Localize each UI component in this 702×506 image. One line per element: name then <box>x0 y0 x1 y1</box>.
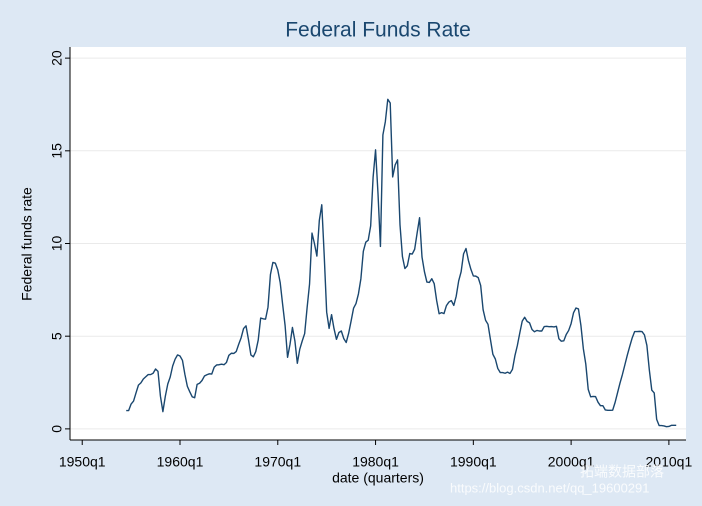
chart-title: Federal Funds Rate <box>285 19 471 42</box>
x-tick-label: 1990q1 <box>450 454 497 470</box>
y-tick-label: 10 <box>49 236 65 252</box>
line-series <box>126 98 677 428</box>
y-tick-label: 15 <box>49 143 65 159</box>
watermark-url: https://blog.csdn.net/qq_19600291 <box>450 480 650 495</box>
x-tick-label: 1960q1 <box>157 454 204 470</box>
watermark: 拓端数据部落 https://blog.csdn.net/qq_19600291 <box>450 464 664 496</box>
y-tick-label: 20 <box>49 50 65 66</box>
watermark-text: 拓端数据部落 <box>580 464 664 480</box>
y-axis-title: Federal funds rate <box>19 187 35 301</box>
x-tick-label: 2000q1 <box>548 454 595 470</box>
x-axis-title: date (quarters) <box>332 470 424 486</box>
y-tick-label: 5 <box>49 332 65 340</box>
x-tick-label: 1950q1 <box>59 454 106 470</box>
x-tick-label: 1980q1 <box>352 454 399 470</box>
x-tick-label: 1970q1 <box>254 454 301 470</box>
y-tick-label: 0 <box>49 425 65 433</box>
x-tick-label: 2010q1 <box>646 454 693 470</box>
